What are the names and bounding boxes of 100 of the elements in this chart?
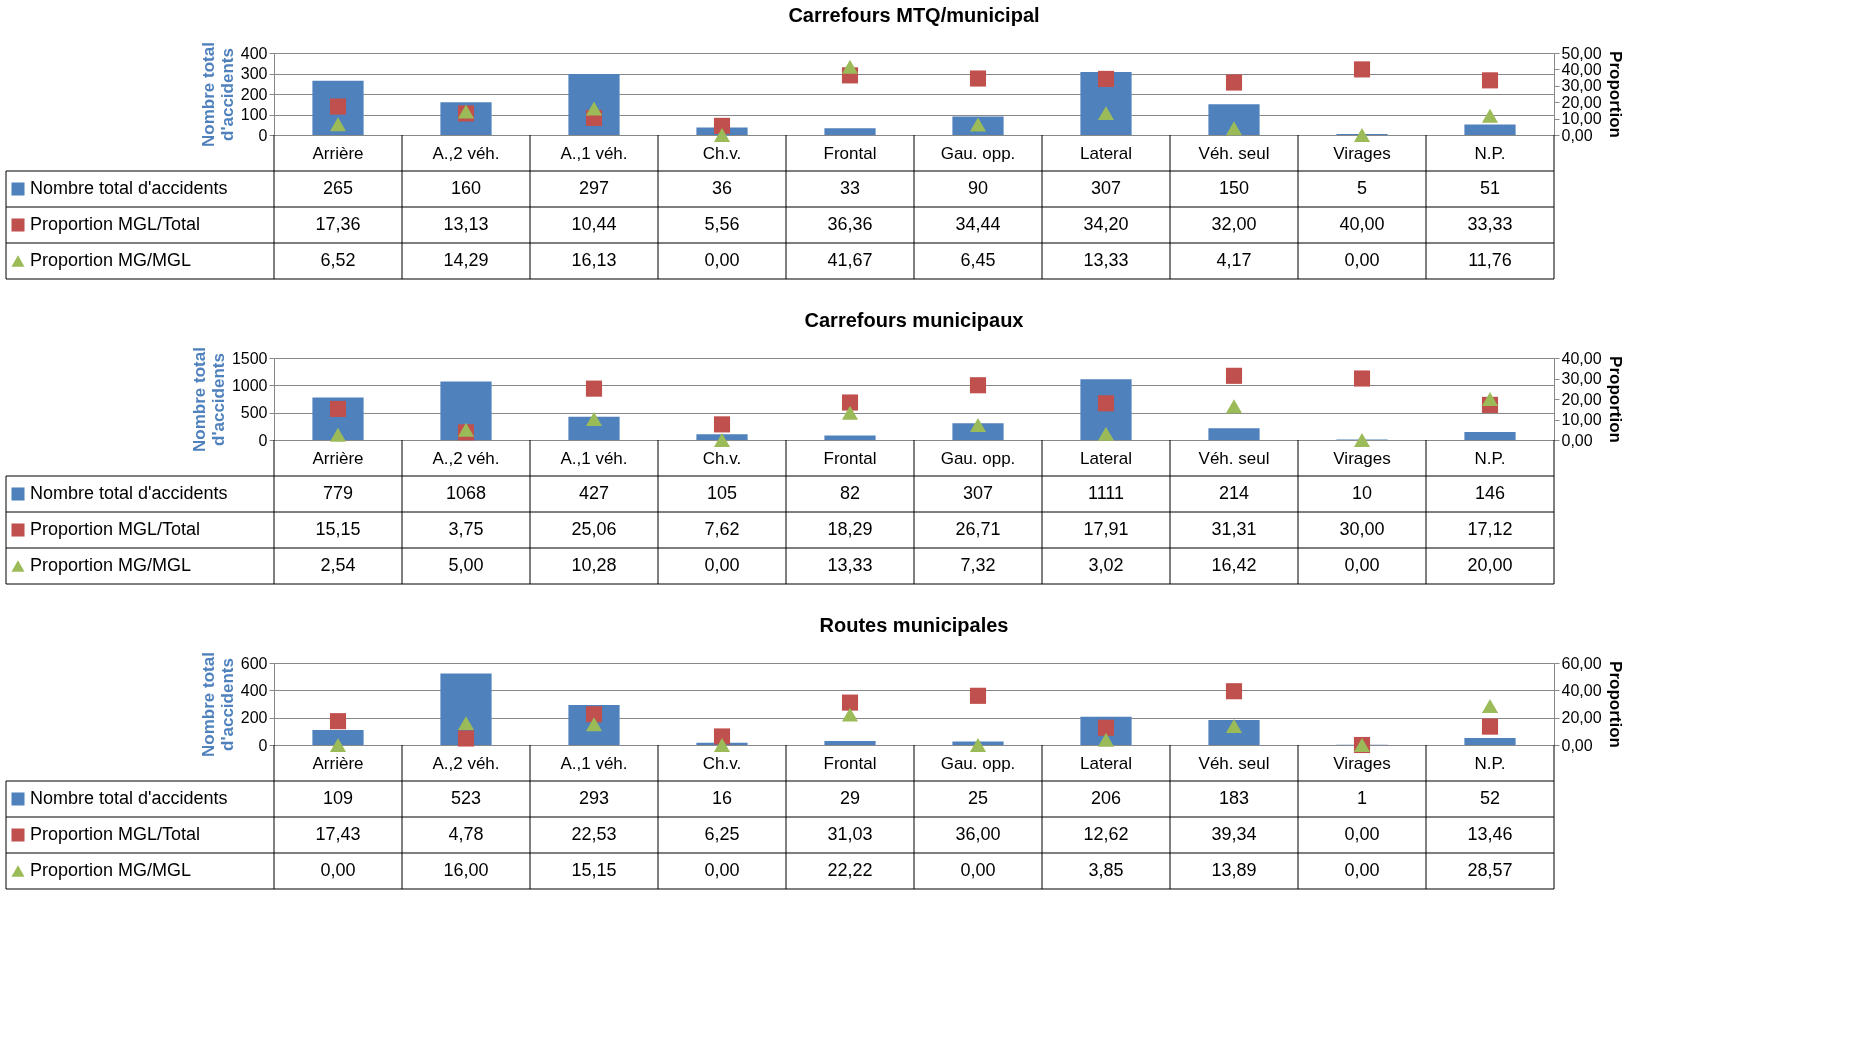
data-label: 5,00 <box>448 555 484 575</box>
chart-title: Routes municipales <box>819 613 1009 636</box>
data-label: 22,22 <box>827 860 873 880</box>
y-tick-label: 400 <box>240 681 268 699</box>
x-tick-label: A.,2 véh. <box>432 143 500 163</box>
data-label: 36,00 <box>955 824 1001 844</box>
data-label: 6,25 <box>704 824 740 844</box>
x-tick-label: Gau. opp. <box>940 753 1016 773</box>
data-label: 36,36 <box>827 214 873 234</box>
y2-tick-label: 10,00 <box>1561 411 1602 428</box>
data-label: 41,67 <box>827 250 873 270</box>
point <box>1225 399 1243 414</box>
bar <box>696 434 748 440</box>
point <box>969 687 987 704</box>
data-label: 0,00 <box>1344 860 1380 880</box>
data-label: 0,00 <box>704 250 740 270</box>
point <box>1481 718 1499 735</box>
point <box>713 738 731 752</box>
point <box>329 427 347 442</box>
data-label: 52 <box>1479 788 1501 808</box>
point <box>1353 433 1371 447</box>
data-label: 13,13 <box>443 214 489 234</box>
point <box>1353 128 1371 142</box>
y-tick-label: 300 <box>240 65 268 82</box>
data-label: 6,52 <box>320 250 356 270</box>
point <box>1097 106 1115 121</box>
x-tick-label: Ch.v. <box>702 448 742 468</box>
bar <box>824 435 876 440</box>
data-label: 32,00 <box>1211 214 1257 234</box>
point <box>1353 370 1371 387</box>
data-label: 18,29 <box>827 519 873 539</box>
legend-label: Proportion MGL/Total <box>30 824 201 844</box>
data-label: 36 <box>711 178 733 198</box>
y-tick-label: 1500 <box>231 349 268 367</box>
bar <box>440 381 492 440</box>
point <box>713 416 731 433</box>
bar <box>568 416 620 440</box>
point <box>457 716 475 731</box>
data-label: 17,12 <box>1467 519 1513 539</box>
point <box>329 400 347 418</box>
data-label: 4,78 <box>448 824 484 844</box>
data-label: 0,00 <box>1344 250 1380 270</box>
y2-axis-title: Proportion <box>1605 661 1625 748</box>
point <box>1481 392 1499 406</box>
data-label: 10 <box>1351 483 1373 503</box>
legend-label: Nombre total d'accidents <box>30 788 228 808</box>
x-tick-label: Lateral <box>1080 143 1132 163</box>
data-label: 7,32 <box>960 555 996 575</box>
data-label: 5 <box>1356 178 1368 198</box>
legend-label: Proportion MGL/Total <box>30 519 201 539</box>
y-tick-label: 200 <box>240 709 268 727</box>
data-label: 90 <box>967 178 989 198</box>
bar <box>1080 72 1132 135</box>
data-label: 6,45 <box>960 250 996 270</box>
y2-tick-label: 0,00 <box>1561 736 1593 754</box>
data-label: 3,75 <box>448 519 484 539</box>
point <box>713 128 731 142</box>
point <box>1097 70 1115 87</box>
point <box>841 405 859 420</box>
data-label: 1111 <box>1087 483 1125 503</box>
x-tick-label: Véh. seul <box>1198 448 1270 468</box>
point <box>1225 683 1243 700</box>
data-label: 33,33 <box>1467 214 1513 234</box>
point <box>585 411 603 426</box>
data-label: 26,71 <box>955 519 1001 539</box>
bar <box>1208 428 1260 440</box>
data-label: 2,54 <box>320 555 356 575</box>
data-label: 20,00 <box>1467 555 1513 575</box>
x-tick-label: Lateral <box>1080 448 1132 468</box>
data-label: 16,42 <box>1211 555 1257 575</box>
data-label: 293 <box>578 788 610 808</box>
legend-label: Proportion MGL/Total <box>30 214 201 234</box>
y2-tick-label: 40,00 <box>1561 681 1602 699</box>
x-tick-label: Arrière <box>312 143 364 163</box>
point <box>969 377 987 394</box>
bar <box>440 673 492 745</box>
point <box>841 394 859 411</box>
x-tick-label: A.,1 véh. <box>560 143 628 163</box>
y2-tick-label: 60,00 <box>1561 654 1602 672</box>
x-tick-label: Arrière <box>312 753 364 773</box>
y-tick-label: 200 <box>240 85 268 103</box>
x-tick-label: Véh. seul <box>1198 753 1270 773</box>
point <box>1225 367 1243 384</box>
bar <box>824 741 876 745</box>
data-label: 31,31 <box>1211 519 1257 539</box>
data-label: 82 <box>839 483 861 503</box>
point <box>329 117 347 132</box>
legend-label: Proportion MG/MGL <box>30 860 192 880</box>
data-label: 1068 <box>445 483 487 503</box>
data-label: 160 <box>450 178 482 198</box>
data-label: 183 <box>1218 788 1250 808</box>
data-label: 0,00 <box>1344 824 1380 844</box>
legend-label: Proportion MG/MGL <box>30 555 192 575</box>
data-label: 28,57 <box>1467 860 1513 880</box>
bar <box>1464 124 1516 135</box>
data-label: 15,15 <box>315 519 361 539</box>
y2-tick-label: 20,00 <box>1561 709 1602 727</box>
x-tick-label: Arrière <box>312 448 364 468</box>
data-label: 15,15 <box>571 860 617 880</box>
point <box>713 433 731 447</box>
